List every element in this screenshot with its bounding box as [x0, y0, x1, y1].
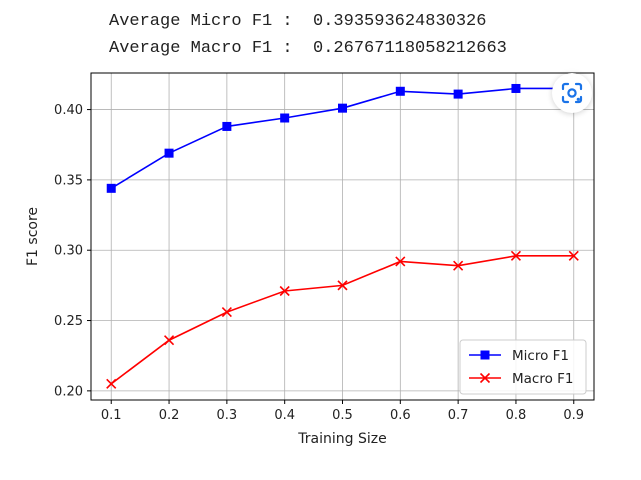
legend-box: [459, 339, 587, 395]
macro-f1-point: [510, 250, 522, 261]
micro-f1-point: [280, 113, 290, 123]
google-lens-button[interactable]: [552, 73, 592, 113]
axis-ticks: 0.1 0.2 0.3 0.4 0.5 0.6 0.7 0.8 0.9 0.20 0.25 0.30 0…: [54, 103, 584, 423]
macro-f1-point: [395, 256, 406, 267]
x-tick-label: 0.2: [159, 408, 180, 423]
y-tick-label: 0.30: [54, 244, 83, 259]
macro-f1-point: [106, 378, 117, 389]
macro-f1-point: [279, 285, 290, 297]
x-tick-label: 0.8: [506, 408, 527, 423]
google-lens-icon: [561, 82, 583, 104]
macro-f1-point: [453, 260, 464, 271]
y-tick-label: 0.25: [54, 314, 83, 329]
average-macro-f1-output: Average Macro F1 : 0.26767118058212663: [109, 39, 507, 58]
macro-f1-series: [106, 250, 579, 389]
plot-frame: [90, 72, 595, 401]
legend-entry-macro-f1: Macro F1: [469, 371, 574, 387]
y-tick-label: 0.20: [54, 384, 83, 399]
legend-label: Macro F1: [512, 371, 574, 387]
micro-f1-point: [222, 121, 232, 131]
micro-f1-point: [106, 183, 116, 193]
micro-f1-point: [338, 103, 347, 113]
x-tick-label: 0.3: [217, 408, 238, 423]
x-tick-label: 0.5: [332, 408, 353, 423]
average-micro-f1-output: Average Micro F1 : 0.393593624830326: [109, 12, 487, 31]
x-tick-label: 0.1: [101, 408, 122, 423]
legend: Micro F1 Macro F1: [459, 339, 587, 395]
legend-label: Micro F1: [512, 348, 569, 364]
y-tick-label: 0.35: [54, 173, 83, 188]
macro-f1-point: [221, 307, 232, 318]
y-tick-label: 0.40: [54, 103, 83, 118]
x-axis-label: Training Size: [297, 431, 386, 447]
x-tick-label: 0.7: [448, 408, 469, 423]
legend-marker: [479, 372, 491, 384]
micro-f1-point: [164, 148, 174, 158]
legend-marker: [480, 350, 490, 360]
y-axis-label: F1 score: [25, 207, 41, 266]
micro-f1-point: [511, 83, 521, 93]
micro-f1-point: [453, 89, 463, 99]
x-tick-label: 0.4: [274, 408, 295, 423]
macro-f1-point: [337, 280, 348, 291]
x-tick-label: 0.6: [390, 408, 411, 423]
series-layer: [106, 83, 579, 389]
macro-f1-point: [163, 335, 175, 346]
legend-entry-micro-f1: Micro F1: [469, 348, 569, 364]
macro-f1-point: [568, 250, 579, 261]
x-tick-label: 0.9: [563, 408, 584, 423]
micro-f1-point: [395, 86, 405, 96]
